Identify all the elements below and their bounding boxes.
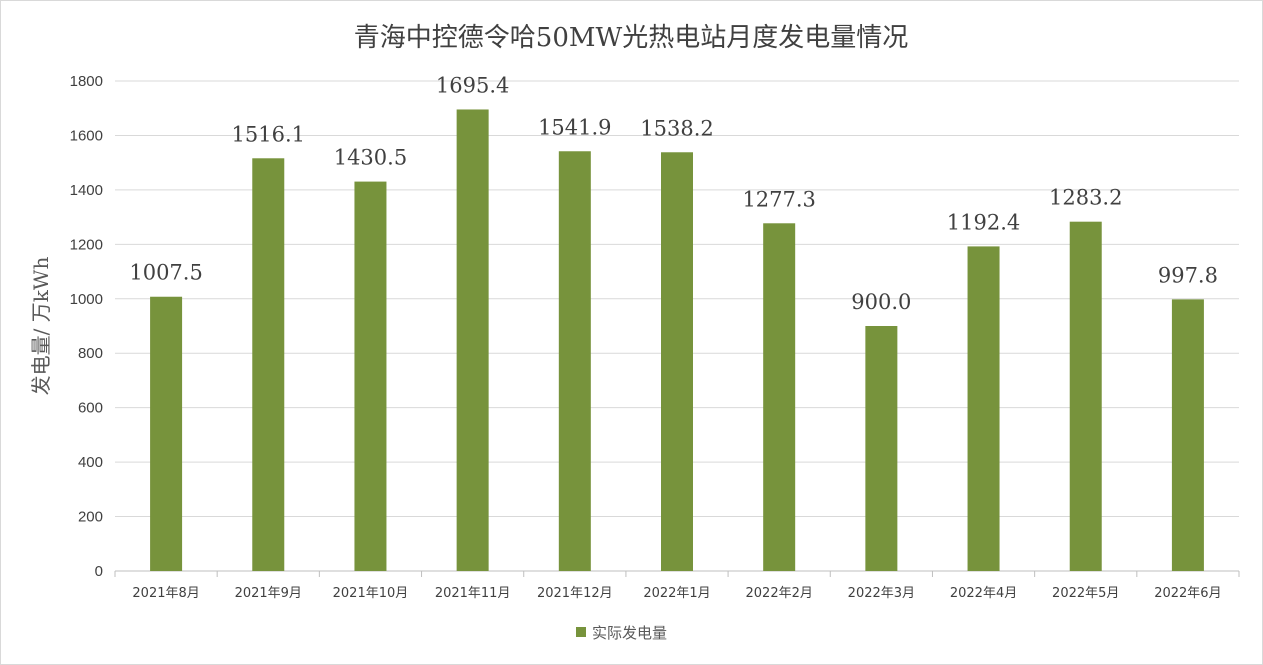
bar <box>763 223 796 571</box>
x-tick-label: 2021年10月 <box>333 586 409 601</box>
y-tick-label: 800 <box>78 345 103 362</box>
legend: 实际发电量 <box>576 624 667 642</box>
bar <box>252 158 285 572</box>
x-tick-label: 2022年2月 <box>746 586 813 601</box>
data-label: 1007.5 <box>129 261 202 285</box>
data-label: 1283.2 <box>1049 186 1122 210</box>
x-tick-label: 2022年1月 <box>643 586 710 601</box>
x-tick-label: 2022年5月 <box>1052 586 1119 601</box>
y-tick-label: 1000 <box>70 291 103 308</box>
data-label: 1516.1 <box>232 122 305 146</box>
data-labels: 1007.5 1516.1 1430.5 1695.4 1541.9 1538.2 1277… <box>129 73 1218 314</box>
x-tick-label: 2021年8月 <box>132 586 199 601</box>
y-tick-label: 1200 <box>70 236 103 253</box>
legend-swatch <box>576 627 586 637</box>
y-tick-label: 600 <box>78 400 103 417</box>
y-tick-label: 400 <box>78 454 103 471</box>
gridlines <box>115 80 1239 572</box>
bar <box>354 181 387 571</box>
x-tick-label: 2022年3月 <box>848 586 915 601</box>
data-label: 997.8 <box>1158 263 1218 287</box>
y-tick-label: 1800 <box>70 73 103 90</box>
data-label: 1695.4 <box>436 73 509 97</box>
bars <box>150 109 1204 572</box>
chart-title: 青海中控德令哈50MW光热电站月度发电量情况 <box>354 23 908 53</box>
data-label: 1538.2 <box>640 116 713 140</box>
data-label: 1192.4 <box>947 210 1020 234</box>
bar <box>865 326 898 571</box>
x-tick-label: 2022年4月 <box>950 586 1017 601</box>
x-axis-ticks: 2021年8月 2021年9月 2021年10月 2021年11月 2021年12月 20… <box>114 571 1240 601</box>
bar <box>558 151 591 571</box>
y-tick-label: 0 <box>95 563 103 580</box>
bar <box>1171 299 1204 571</box>
bar <box>456 109 489 572</box>
x-tick-label: 2021年9月 <box>235 586 302 601</box>
bar <box>661 152 693 572</box>
x-tick-label: 2021年12月 <box>537 586 613 601</box>
data-label: 1541.9 <box>538 115 611 139</box>
bar <box>150 296 183 571</box>
data-label: 1277.3 <box>742 187 815 211</box>
y-axis-label: 发电量/ 万kWh <box>29 257 53 396</box>
data-label: 1430.5 <box>334 146 407 170</box>
bar <box>1069 221 1102 571</box>
y-tick-label: 1600 <box>70 127 103 144</box>
y-tick-label: 200 <box>78 509 103 526</box>
bar <box>967 246 1000 571</box>
x-tick-label: 2022年6月 <box>1154 586 1221 601</box>
legend-label: 实际发电量 <box>592 624 667 642</box>
data-label: 900.0 <box>851 290 911 314</box>
y-tick-label: 1400 <box>70 182 103 199</box>
x-tick-label: 2021年11月 <box>435 586 511 601</box>
y-axis-ticks: 0 200 400 600 800 1000 1200 1400 1600 1800 <box>70 73 103 580</box>
